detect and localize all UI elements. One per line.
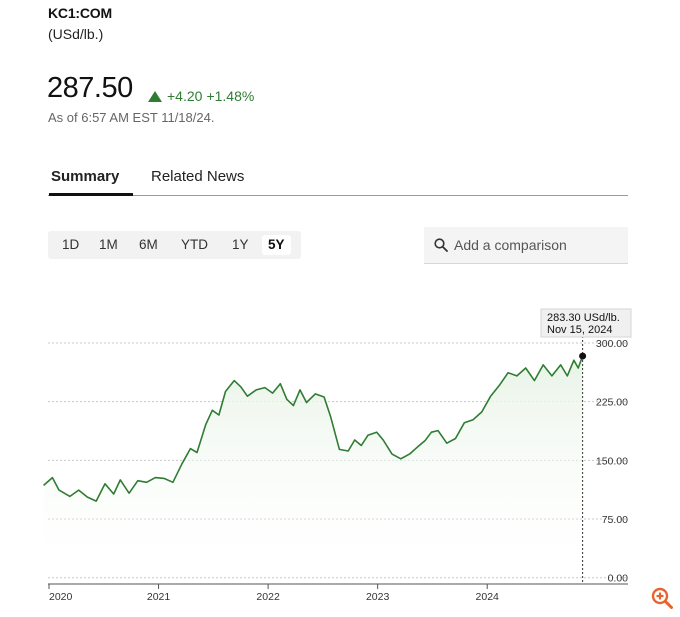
tab-bar: Summary Related News — [48, 168, 628, 196]
y-tick-label: 225.00 — [596, 397, 628, 409]
last-price: 287.50 — [47, 72, 133, 104]
y-axis-ticks: 300.00 225.00 150.00 75.00 0.00 — [596, 338, 628, 585]
triangle-up-icon — [148, 90, 162, 102]
price-change: +4.20 +1.48% — [148, 88, 254, 104]
x-tick-label: 2022 — [256, 591, 280, 603]
x-tick-label: 2020 — [49, 591, 73, 603]
y-tick-label: 300.00 — [596, 338, 628, 350]
y-tick-label: 75.00 — [602, 514, 628, 526]
time-range-selector: 1D 1M 6M YTD 1Y 5Y — [48, 231, 301, 259]
x-tick-label: 2024 — [476, 591, 500, 603]
tab-related-news[interactable]: Related News — [151, 168, 245, 185]
zoom-in-icon[interactable] — [650, 586, 674, 610]
range-1m-button[interactable]: 1M — [99, 237, 118, 252]
x-tick-label: 2021 — [147, 591, 171, 603]
add-comparison-placeholder: Add a comparison — [454, 237, 567, 253]
x-tick-label: 2023 — [366, 591, 390, 603]
range-ytd-button[interactable]: YTD — [181, 237, 208, 252]
change-percent: +1.48% — [206, 88, 255, 104]
range-6m-button[interactable]: 6M — [139, 237, 158, 252]
range-5y-button[interactable]: 5Y — [262, 235, 291, 255]
x-axis-ticks: 2020 2021 2022 2023 2024 — [48, 584, 500, 603]
chart-area-fill — [43, 356, 583, 584]
chart-gridlines — [48, 342, 628, 579]
tab-summary[interactable]: Summary — [48, 168, 134, 196]
add-comparison-input[interactable]: Add a comparison — [424, 227, 628, 264]
tooltip-value: 283.30 USd/lb. — [547, 312, 620, 324]
y-tick-label: 150.00 — [596, 455, 628, 467]
last-point-marker — [579, 352, 587, 360]
chart-tooltip: 283.30 USd/lb. Nov 15, 2024 — [540, 308, 632, 338]
change-absolute: +4.20 — [167, 88, 203, 104]
ticker-symbol: KC1:COM — [48, 5, 112, 21]
as-of-timestamp: As of 6:57 AM EST 11/18/24. — [48, 110, 215, 125]
search-icon — [434, 238, 448, 252]
range-1y-button[interactable]: 1Y — [232, 237, 249, 252]
price-unit: (USd/lb.) — [48, 26, 104, 42]
tooltip-date: Nov 15, 2024 — [547, 324, 612, 336]
y-tick-label: 0.00 — [608, 573, 629, 585]
chart-price-line — [43, 355, 584, 502]
range-1d-button[interactable]: 1D — [62, 237, 80, 252]
